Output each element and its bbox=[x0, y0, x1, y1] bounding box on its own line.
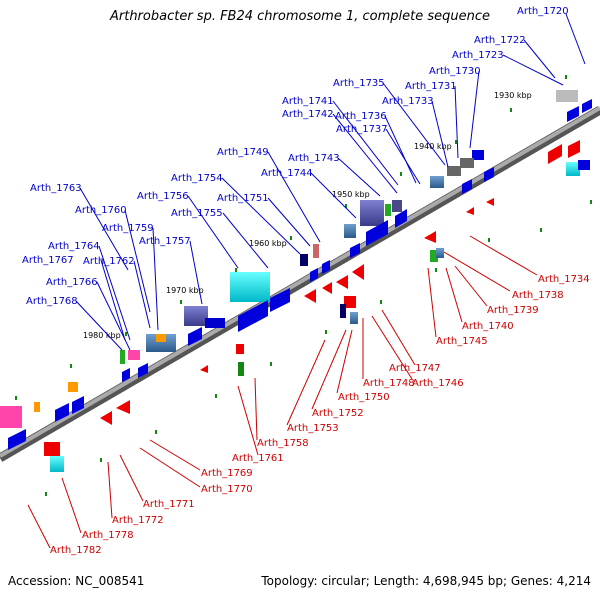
gene-label-top: Arth_1749 bbox=[217, 147, 269, 158]
gene-label-top: Arth_1767 bbox=[22, 255, 74, 266]
map-title: Arthrobacter sp. FB24 chromosome 1, comp… bbox=[109, 9, 491, 24]
bottom-strand-features bbox=[44, 140, 590, 472]
gene-label-top: Arth_1731 bbox=[405, 81, 457, 92]
gene-label-top: Arth_1764 bbox=[48, 241, 100, 252]
gene-label-bottom: Arth_1747 bbox=[389, 363, 441, 374]
gene-label-bottom: Arth_1739 bbox=[487, 305, 539, 316]
gene-label-top: Arth_1735 bbox=[333, 78, 385, 89]
gene-label-top: Arth_1723 bbox=[452, 50, 504, 61]
gene-label-bottom: Arth_1761 bbox=[232, 453, 284, 464]
gene-label-bottom: Arth_1772 bbox=[112, 515, 164, 526]
gene-label-top: Arth_1768 bbox=[26, 296, 78, 307]
gene-label-top: Arth_1760 bbox=[75, 205, 127, 216]
kbp-label: 1960 kbp bbox=[249, 239, 287, 248]
gene-label-top: Arth_1737 bbox=[336, 124, 388, 135]
gene-label-bottom: Arth_1738 bbox=[512, 290, 564, 301]
gene-label-bottom: Arth_1758 bbox=[257, 438, 309, 449]
accession-label: Accession: NC_008541 bbox=[8, 574, 145, 588]
gene-label-top: Arth_1742 bbox=[282, 109, 334, 120]
gene-label-top: Arth_1759 bbox=[102, 223, 154, 234]
gene-label-bottom: Arth_1734 bbox=[538, 274, 590, 285]
gene-label-top: Arth_1720 bbox=[517, 6, 569, 17]
gene-label-top: Arth_1762 bbox=[83, 256, 135, 267]
gene-label-top: Arth_1754 bbox=[171, 173, 223, 184]
kbp-label: 1940 kbp bbox=[414, 142, 452, 151]
chromosome-backbone-highlight bbox=[0, 106, 600, 458]
kbp-label: 1980 kbp bbox=[83, 331, 121, 340]
gene-label-top: Arth_1730 bbox=[429, 66, 481, 77]
gene-label-bottom: Arth_1752 bbox=[312, 408, 364, 419]
bottom-label-leaders bbox=[27, 235, 538, 549]
kbp-label: 1970 kbp bbox=[166, 286, 204, 295]
gene-label-top: Arth_1736 bbox=[335, 111, 387, 122]
gene-label-top: Arth_1743 bbox=[288, 153, 340, 164]
gene-label-top: Arth_1744 bbox=[261, 168, 313, 179]
gene-label-bottom: Arth_1745 bbox=[436, 336, 488, 347]
gene-label-top: Arth_1757 bbox=[139, 236, 191, 247]
gene-label-bottom: Arth_1753 bbox=[287, 423, 339, 434]
kbp-label: 1930 kbp bbox=[494, 91, 532, 100]
gene-label-top: Arth_1756 bbox=[137, 191, 189, 202]
top-strand-features bbox=[0, 90, 592, 450]
genome-summary: Topology: circular; Length: 4,698,945 bp… bbox=[261, 574, 591, 588]
gene-label-bottom: Arth_1782 bbox=[50, 545, 102, 556]
gene-label-top: Arth_1733 bbox=[382, 96, 434, 107]
gene-label-bottom: Arth_1746 bbox=[412, 378, 464, 389]
top-label-leaders bbox=[75, 13, 586, 351]
gene-label-bottom: Arth_1769 bbox=[201, 468, 253, 479]
tick-row-top-outer bbox=[15, 75, 567, 400]
gene-label-bottom: Arth_1748 bbox=[363, 378, 415, 389]
gene-label-top: Arth_1766 bbox=[46, 277, 98, 288]
gene-label-top: Arth_1763 bbox=[30, 183, 82, 194]
kbp-label: 1950 kbp bbox=[332, 190, 370, 199]
tick-row-bottom-outer bbox=[45, 200, 592, 496]
gene-label-bottom: Arth_1740 bbox=[462, 321, 514, 332]
gene-label-top: Arth_1722 bbox=[474, 35, 526, 46]
gene-label-top: Arth_1751 bbox=[217, 193, 269, 204]
gene-label-bottom: Arth_1770 bbox=[201, 484, 253, 495]
gene-label-top: Arth_1755 bbox=[171, 208, 223, 219]
gene-label-top: Arth_1741 bbox=[282, 96, 334, 107]
gene-label-bottom: Arth_1771 bbox=[143, 499, 195, 510]
gene-label-bottom: Arth_1750 bbox=[338, 392, 390, 403]
gene-label-bottom: Arth_1778 bbox=[82, 530, 134, 541]
